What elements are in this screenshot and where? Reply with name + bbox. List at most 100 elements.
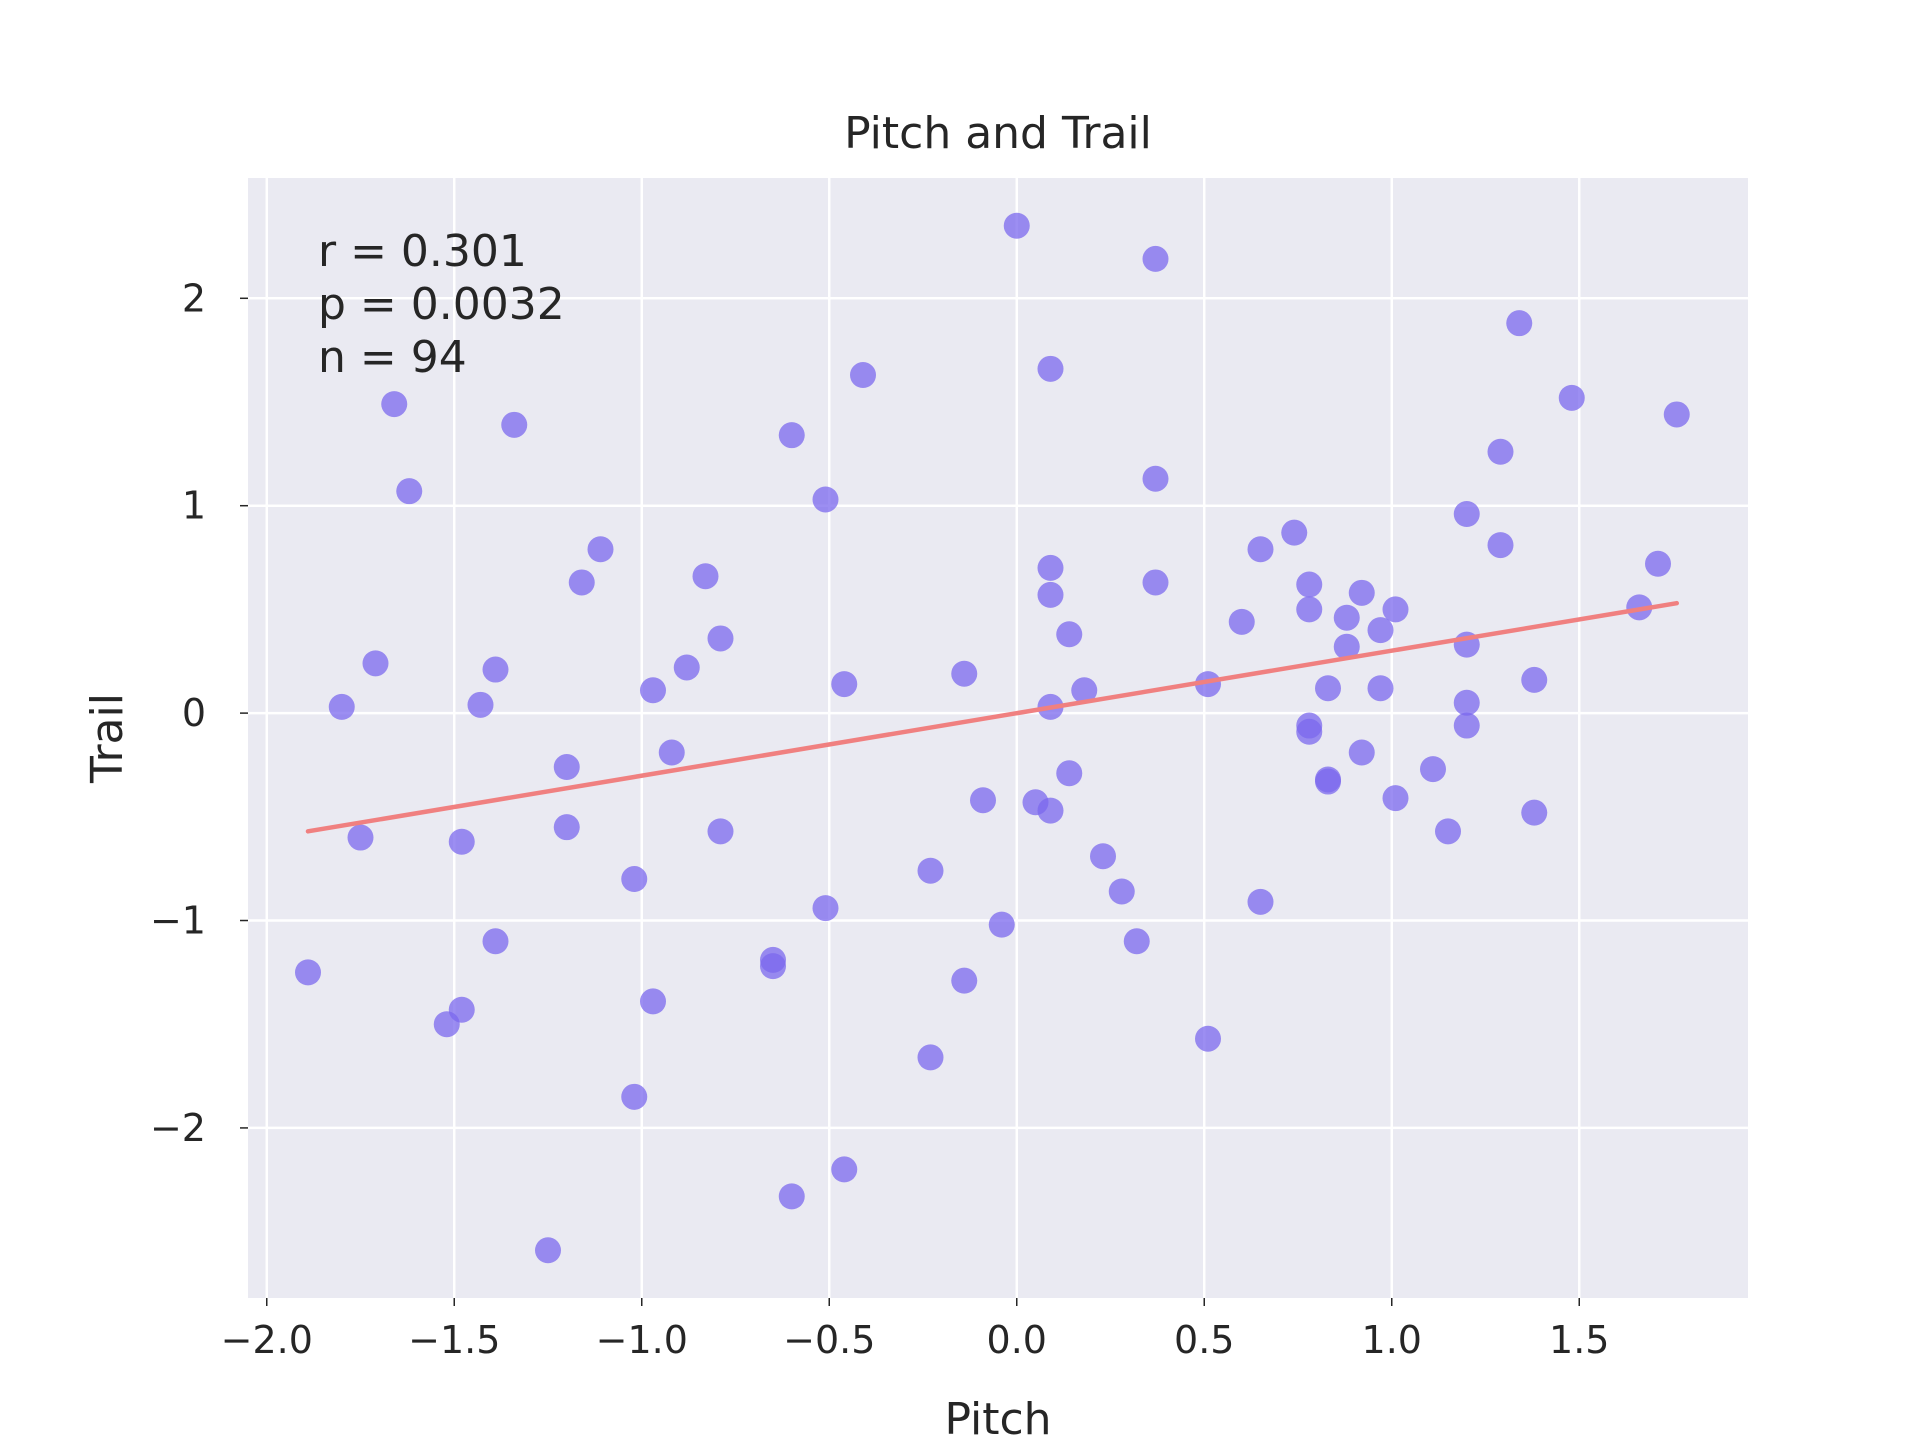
scatter-point	[673, 654, 700, 681]
chart-title: Pitch and Trail	[844, 108, 1152, 159]
scatter-point	[433, 1011, 460, 1038]
scatter-point	[1315, 768, 1341, 795]
scatter-point	[568, 569, 595, 596]
scatter-point	[692, 563, 719, 590]
scatter-point	[1521, 799, 1548, 826]
scatter-point	[1348, 579, 1375, 606]
scatter-point	[621, 1083, 648, 1110]
annotation-r: r = 0.301	[318, 226, 527, 277]
scatter-point	[1367, 675, 1394, 702]
x-axis-label: Pitch	[944, 1394, 1051, 1440]
regression-line	[305, 600, 1679, 834]
scatter-point	[707, 625, 734, 652]
x-tick-label: −0.5	[783, 1318, 875, 1362]
scatter-point	[812, 486, 839, 513]
x-tick-label: 0.5	[1174, 1318, 1234, 1362]
scatter-point	[1487, 532, 1514, 559]
scatter-point	[1453, 501, 1480, 527]
x-tick-label: 1.5	[1549, 1318, 1609, 1362]
y-tick-label: 2	[182, 276, 206, 320]
annotation-p: p = 0.0032	[318, 279, 565, 330]
scatter-point	[467, 691, 494, 718]
scatter-point	[1195, 671, 1221, 698]
plot-background	[248, 178, 1748, 1298]
scatter-point	[1367, 617, 1394, 644]
x-tick-label: −2.0	[221, 1318, 313, 1362]
scatter-point	[1037, 355, 1064, 382]
y-tick-label: −1	[150, 899, 206, 943]
scatter-point	[448, 828, 475, 855]
scatter-point	[1108, 878, 1135, 905]
scatter-point	[1142, 245, 1169, 272]
scatter-point	[1142, 465, 1169, 492]
scatter-point	[658, 739, 685, 766]
scatter-point	[1348, 739, 1375, 766]
x-tick-label: 1.0	[1362, 1318, 1422, 1362]
scatter-point	[1453, 689, 1480, 716]
x-tick-labels: −2.0 −1.5 −1.0 −0.5 0.0 0.5 1.0 1.5	[221, 1318, 1610, 1362]
scatter-point	[1056, 760, 1083, 787]
scatter-point	[1123, 928, 1150, 955]
scatter-point	[1663, 401, 1690, 428]
scatter-point	[1487, 438, 1514, 465]
scatter-point	[362, 650, 389, 677]
scatter-point	[1420, 756, 1446, 783]
scatter-point	[535, 1237, 561, 1264]
x-tick-label: 0.0	[987, 1318, 1047, 1362]
scatter-point	[347, 824, 374, 851]
scatter-point	[381, 391, 408, 418]
scatter-point	[482, 928, 509, 955]
scatter-point	[621, 866, 648, 893]
y-tick-label: 0	[182, 691, 206, 735]
scatter-point	[1071, 677, 1098, 704]
scatter-points	[295, 212, 1690, 1264]
scatter-point	[396, 478, 423, 505]
scatter-point	[1056, 621, 1083, 648]
scatter-point	[778, 1183, 805, 1210]
scatter-point	[760, 953, 786, 980]
scatter-point	[1003, 212, 1030, 239]
scatter-point	[1558, 384, 1585, 411]
scatter-point	[850, 362, 876, 389]
scatter-point	[707, 818, 734, 845]
scatter-point	[831, 671, 858, 698]
scatter-point	[778, 422, 805, 449]
scatter-point	[1296, 571, 1323, 598]
scatter-point	[1142, 569, 1169, 596]
scatter-point	[831, 1156, 858, 1183]
scatter-point	[328, 693, 355, 720]
scatter-point	[1382, 596, 1409, 623]
y-tick-labels: 2 1 0 −1 −2	[150, 276, 206, 1150]
scatter-point	[1247, 536, 1274, 563]
scatter-point	[1645, 550, 1671, 577]
scatter-point	[640, 677, 666, 704]
scatter-point	[1090, 843, 1116, 870]
scatter-point	[917, 857, 944, 884]
axis-ticks	[240, 297, 1580, 1306]
scatter-point	[587, 536, 614, 563]
scatter-point	[970, 787, 996, 814]
scatter-point	[1333, 633, 1360, 660]
y-axis-label: Trail	[82, 693, 133, 784]
scatter-point	[812, 895, 839, 922]
annotation-n: n = 94	[318, 332, 467, 383]
scatter-point	[501, 411, 528, 438]
y-tick-label: −2	[150, 1106, 206, 1150]
scatter-point	[951, 967, 978, 994]
scatter-point	[553, 814, 580, 841]
scatter-point	[988, 911, 1015, 938]
scatter-point	[1228, 608, 1255, 635]
scatter-point	[951, 660, 978, 687]
scatter-point	[1382, 785, 1409, 812]
scatter-point	[1506, 310, 1533, 337]
scatter-point	[640, 988, 666, 1015]
scatter-point	[482, 656, 509, 683]
scatter-point	[1195, 1025, 1221, 1052]
scatter-point	[295, 959, 321, 986]
x-tick-label: −1.5	[408, 1318, 500, 1362]
scatter-point	[1281, 519, 1308, 546]
scatter-point	[1037, 581, 1064, 608]
scatter-point	[1037, 554, 1064, 581]
scatter-point	[1435, 818, 1461, 845]
